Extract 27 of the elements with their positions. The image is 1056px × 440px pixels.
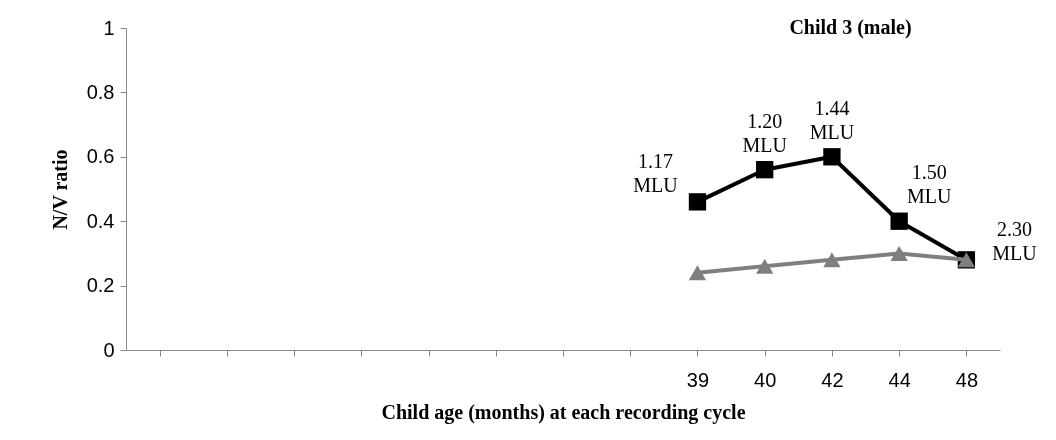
y-tick-label: 0.8 xyxy=(86,80,115,103)
x-axis-title: Child age (months) at each recording cycle xyxy=(381,400,746,424)
y-axis-title: N/V ratio xyxy=(48,149,71,230)
annotation: 1.20 MLU xyxy=(742,109,788,156)
y-tick-label: 1 xyxy=(103,16,115,39)
point xyxy=(890,245,908,261)
annotation: 1.44 MLU xyxy=(809,96,855,143)
chart-title: Child 3 (male) xyxy=(789,16,912,39)
annotation: 2.30 MLU xyxy=(992,217,1038,264)
point xyxy=(756,258,774,274)
annotation: 1.17 MLU xyxy=(633,149,679,196)
point xyxy=(756,161,774,179)
y-tick-label: 0.4 xyxy=(86,209,115,232)
y-tick-label: 0.6 xyxy=(86,145,115,168)
y-tick-label: 0.2 xyxy=(86,274,115,297)
x-tick-label: 39 xyxy=(686,368,710,391)
x-tick-label: 40 xyxy=(754,368,777,391)
point xyxy=(890,212,908,230)
annotation: 1.50 MLU xyxy=(906,161,952,208)
point xyxy=(823,252,841,268)
x-tick-label: 44 xyxy=(888,368,911,391)
point xyxy=(688,193,707,211)
x-tick-label: 42 xyxy=(821,368,844,391)
point xyxy=(823,148,841,166)
y-tick-label: 0 xyxy=(103,338,115,361)
x-tick-label: 48 xyxy=(955,368,979,391)
point xyxy=(688,265,707,281)
